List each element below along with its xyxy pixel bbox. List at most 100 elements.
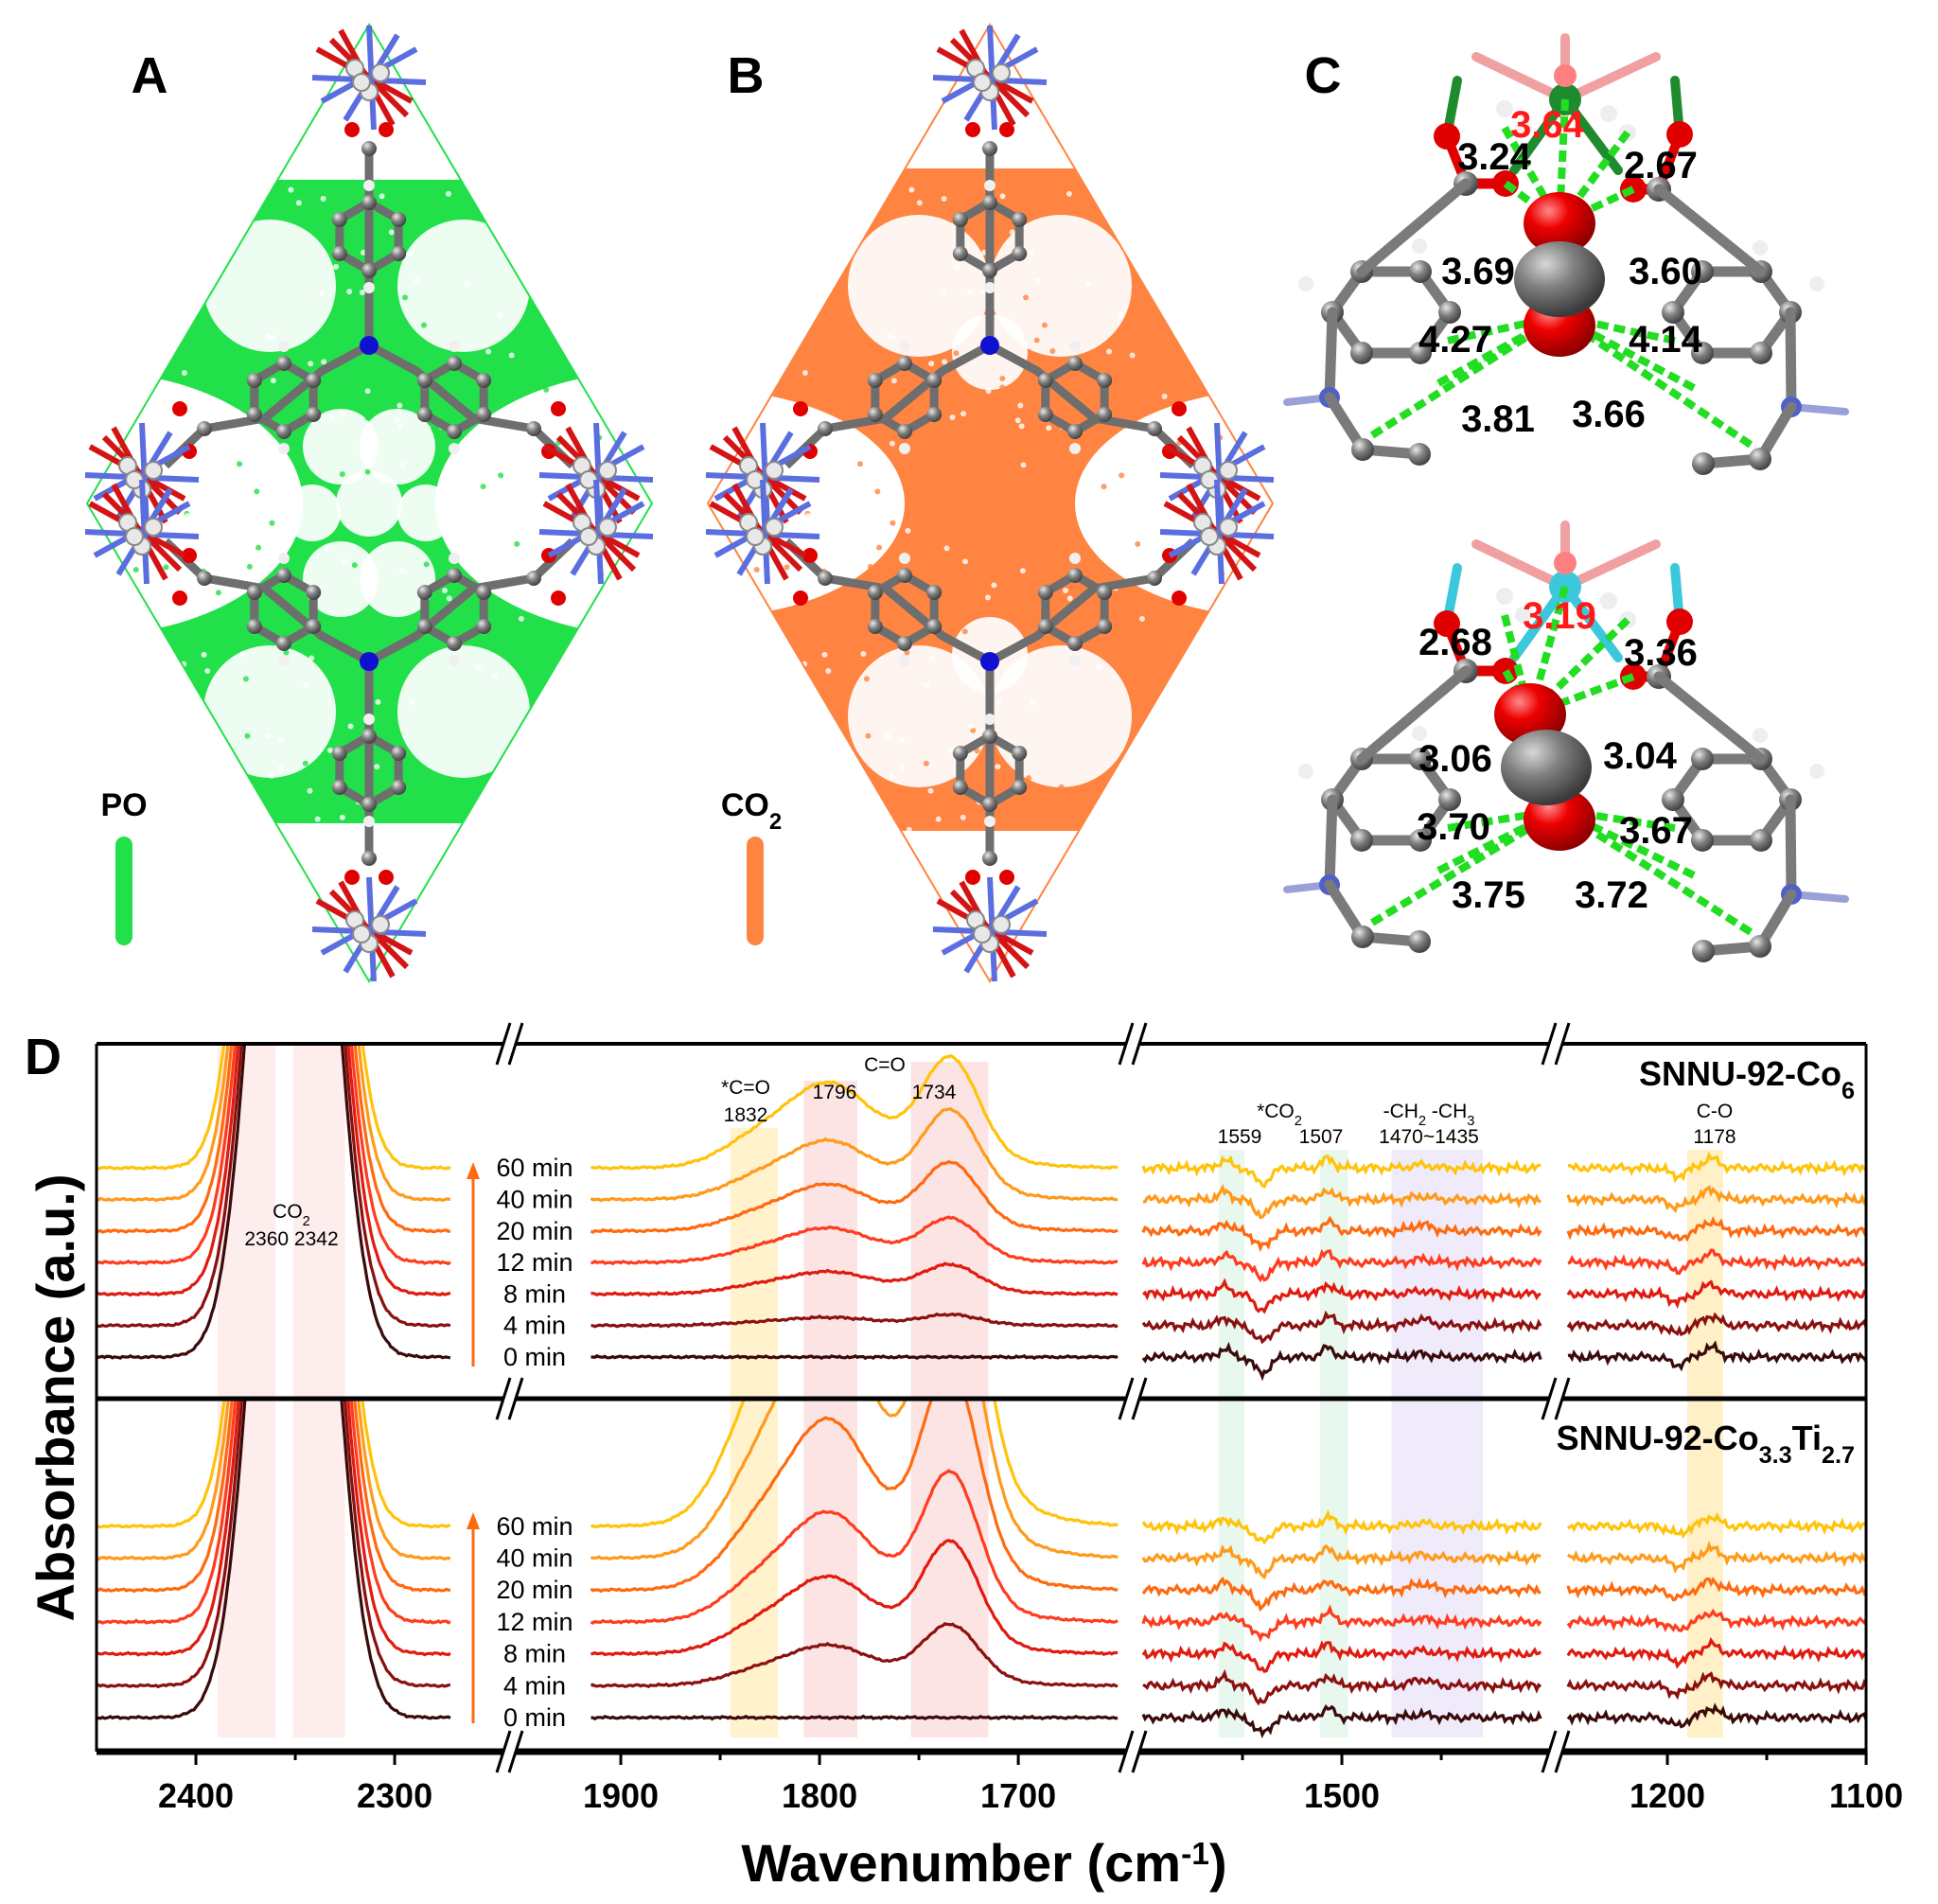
density-speckle [1256, 383, 1262, 390]
carbon-atom [1012, 746, 1028, 761]
bond [1471, 539, 1570, 591]
density-speckle [493, 228, 500, 235]
density-speckle [642, 398, 648, 405]
density-speckle [364, 468, 371, 475]
panel-label-c: C [1305, 47, 1342, 104]
oxygen-atom [379, 122, 394, 137]
density-speckle [874, 488, 881, 495]
density-speckle [940, 290, 946, 296]
density-speckle [867, 563, 873, 570]
axis-break-mark [495, 1022, 512, 1066]
hydrogen-atom [1219, 461, 1238, 480]
density-speckle [1142, 731, 1149, 737]
density-speckle [573, 826, 579, 833]
density-speckle [211, 785, 218, 792]
density-speckle [825, 668, 832, 675]
hydrogen-atom [1515, 607, 1532, 624]
distance-label: 4.14 [1629, 319, 1703, 361]
carbon-atom [982, 141, 997, 156]
axis-break-mark [1541, 1022, 1558, 1066]
density-speckle [320, 196, 326, 203]
density-speckle [929, 655, 936, 661]
density-speckle [1163, 269, 1170, 275]
axis-break-mark [1131, 1377, 1148, 1420]
carbon-atom [1438, 301, 1461, 324]
carbon-atom [416, 373, 432, 388]
density-speckle [423, 561, 430, 568]
density-speckle [1155, 824, 1162, 831]
density-speckle [980, 249, 987, 256]
density-speckle [889, 440, 895, 447]
series-line-4min-seg3 [1142, 1668, 1542, 1706]
hydrogen-atom [278, 553, 290, 564]
hydrogen-atom [1069, 655, 1081, 666]
carbon-atom [1097, 407, 1113, 422]
carbon-atom [476, 407, 492, 422]
density-speckle [215, 590, 221, 596]
oxygen-atom [379, 870, 394, 885]
hydrogen-atom [899, 553, 910, 564]
text-part: Ti [1792, 1419, 1822, 1457]
density-speckle [485, 348, 492, 355]
hydrogen-atom [278, 341, 290, 352]
density-speckle [514, 540, 520, 547]
density-speckle [127, 187, 133, 194]
density-speckle [92, 563, 98, 570]
x-tick-label: 1200 [1630, 1776, 1705, 1815]
density-speckle [203, 801, 209, 807]
density-speckle [237, 461, 243, 467]
hydrogen-atom [765, 461, 784, 480]
hydrogen-atom [363, 282, 375, 293]
density-speckle [341, 628, 347, 635]
x-tick-label: 1900 [583, 1776, 659, 1815]
series-line-4min-seg3 [1141, 1310, 1542, 1345]
density-speckle [855, 178, 862, 185]
hydrogen-atom [984, 180, 995, 191]
series-label: 8 min [503, 1279, 566, 1308]
density-speckle [302, 760, 308, 767]
hydrogen-atom [1496, 588, 1513, 605]
density-speckle [1172, 727, 1179, 733]
density-speckle [634, 644, 641, 651]
hydrogen-atom [278, 443, 290, 454]
density-speckle [146, 582, 152, 589]
spectra-panel-2 [97, 1399, 1866, 1739]
density-speckle [645, 326, 652, 332]
oxygen-atom [999, 122, 1014, 137]
density-speckle [1161, 393, 1168, 399]
highlight-band [1687, 1150, 1723, 1737]
carbon-atom [897, 356, 912, 371]
text-part: 1796 [813, 1082, 857, 1103]
bond [1560, 539, 1661, 591]
density-speckle [142, 200, 149, 206]
density-speckle [1023, 294, 1030, 301]
density-speckle [295, 200, 302, 206]
density-speckle [1223, 630, 1229, 637]
density-speckle [398, 568, 405, 574]
density-speckle [589, 704, 595, 711]
density-speckle [420, 322, 427, 328]
carbon-atom [246, 373, 262, 388]
oxygen-atom [965, 122, 980, 137]
density-speckle [621, 574, 627, 581]
carbon-atom [361, 263, 377, 278]
oxygen-atom [965, 870, 980, 885]
density-speckle [876, 544, 883, 551]
density-speckle [647, 345, 652, 352]
carbon-atom [952, 246, 968, 261]
carbon-atom [1692, 452, 1715, 475]
density-speckle [719, 300, 726, 307]
series-label: 20 min [496, 1217, 573, 1245]
series-line-40min-seg2 [590, 1399, 1119, 1560]
hydrogen-atom [992, 915, 1011, 934]
density-speckle [968, 223, 975, 230]
carbon-atom [1097, 619, 1113, 634]
density-speckle [535, 824, 541, 831]
carbon-atom [897, 636, 912, 651]
density-speckle [515, 754, 521, 761]
co2-binding-site-top [1283, 33, 1849, 475]
series-line-8min-seg4 [1566, 1279, 1866, 1310]
density-speckle [172, 205, 179, 212]
carbon-atom [952, 746, 968, 761]
oxygen-atom [551, 401, 566, 416]
